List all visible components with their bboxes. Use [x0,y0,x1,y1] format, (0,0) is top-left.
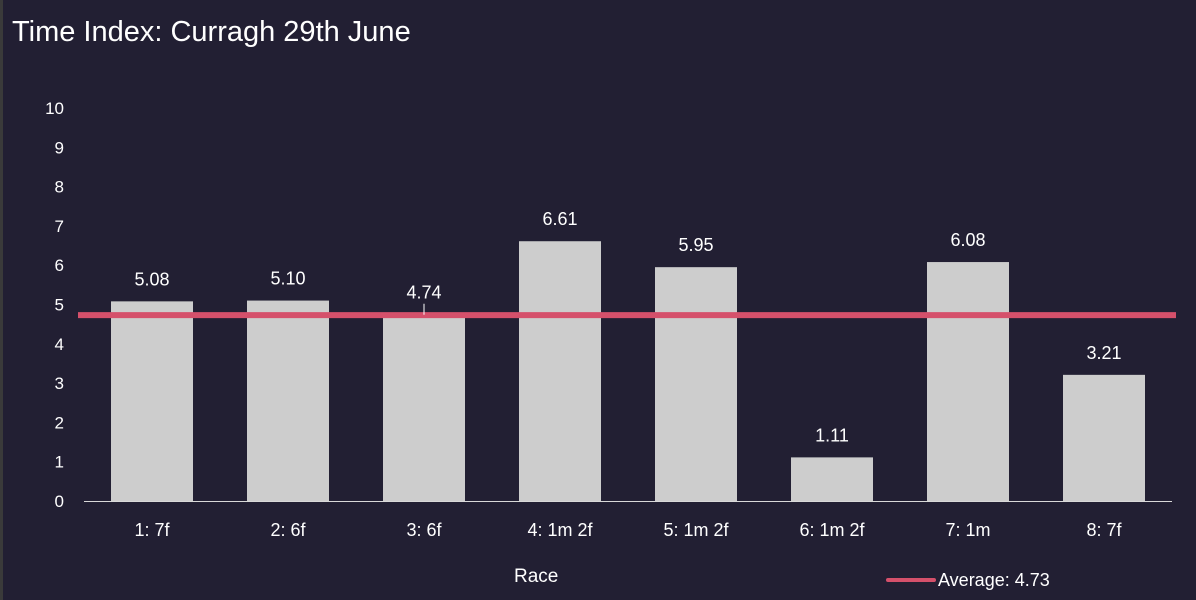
legend-swatch-average [886,578,936,582]
data-label: 3.21 [1086,343,1121,363]
bar [655,267,737,501]
chart-title: Time Index: Curragh 29th June [12,16,411,48]
x-tick-label: 7: 1m [945,520,990,540]
x-tick-label: 5: 1m 2f [663,520,729,540]
x-tick-label: 2: 6f [270,520,306,540]
bar [927,262,1009,501]
data-label: 6.61 [542,209,577,229]
x-tick-label: 6: 1m 2f [799,520,865,540]
y-tick-label: 10 [45,99,64,118]
legend: Average: 4.73 [886,569,1050,591]
data-label: 6.08 [950,230,985,250]
x-axis-label: Race [514,566,559,587]
data-label: 4.74 [406,283,441,303]
y-tick-label: 8 [55,178,64,197]
y-tick-label: 6 [55,256,64,275]
data-label: 5.10 [270,269,305,289]
data-label: 5.95 [678,235,713,255]
data-label: 1.11 [815,425,849,445]
y-tick-label: 5 [55,296,64,315]
x-tick-label: 3: 6f [406,520,442,540]
y-tick-label: 1 [55,453,64,472]
y-tick-label: 7 [55,217,64,236]
x-tick-label: 8: 7f [1086,520,1122,540]
bar [383,314,465,501]
data-label: 5.08 [134,269,169,289]
bar [247,300,329,501]
bar [1063,374,1145,501]
x-tick-label: 4: 1m 2f [527,520,593,540]
bar [791,457,873,501]
y-tick-label: 9 [55,138,64,157]
legend-label-average: Average: 4.73 [938,569,1050,590]
y-tick-label: 0 [55,492,64,511]
y-tick-label: 4 [55,335,64,354]
x-tick-label: 1: 7f [134,520,170,540]
bar [519,241,601,502]
y-tick-label: 2 [55,413,64,432]
window-edge [0,0,3,600]
bar [111,301,193,501]
y-tick-label: 3 [55,374,64,393]
